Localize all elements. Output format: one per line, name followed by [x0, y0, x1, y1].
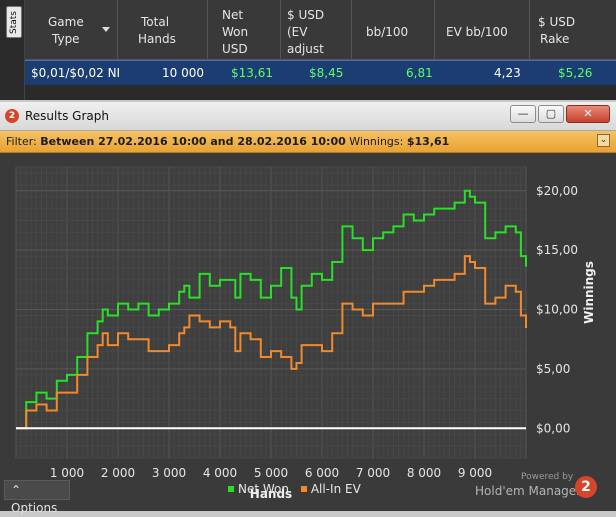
x-tick-label: 6 000: [305, 466, 339, 480]
stats-table: Game Type Total Hands Net Won USD $ USD …: [25, 0, 616, 100]
chart-legend: Net Won All-In EV: [228, 482, 361, 498]
close-button[interactable]: ✕: [566, 105, 610, 123]
stats-header-row: Game Type Total Hands Net Won USD $ USD …: [25, 0, 616, 60]
y-tick-label: $0,00: [536, 421, 570, 435]
stats-tab-label: Stats: [9, 10, 19, 34]
y-tick-label: $10,00: [536, 303, 578, 317]
options-label: Options: [11, 501, 58, 515]
y-axis-label: Winnings: [582, 261, 596, 324]
x-tick-label: 8 000: [407, 466, 441, 480]
stats-tab[interactable]: Stats: [6, 6, 22, 38]
header-net-won[interactable]: Net Won USD: [208, 0, 281, 59]
cell-ev-bb100: 4,23: [494, 66, 521, 80]
table-row[interactable]: $0,01/$0,02 NI 10 000 $13,61 $8,45 6,81 …: [25, 60, 616, 86]
restore-button[interactable]: ▢: [538, 105, 564, 123]
filter-bar[interactable]: Filter: Between 27.02.2016 10:00 and 28.…: [0, 131, 616, 153]
legend-net-won: Net Won: [228, 482, 293, 496]
table-empty-area: [25, 85, 616, 100]
header-ev-line1: $ USD: [287, 8, 325, 22]
chevron-up-icon: ⌃: [11, 483, 22, 497]
chevron-down-icon[interactable]: [102, 27, 110, 32]
x-tick-label: 1 000: [50, 466, 84, 480]
legend-all-in-ev-swatch: [300, 486, 307, 492]
collapse-filter-icon[interactable]: ⌄: [597, 134, 610, 147]
header-game-type[interactable]: Game Type: [25, 0, 118, 59]
legend-all-in-ev: All-In EV: [300, 482, 361, 496]
legend-all-in-ev-label: All-In EV: [310, 482, 361, 496]
header-total-hands-line2: Hands: [138, 32, 176, 46]
y-tick-label: $20,00: [536, 184, 578, 198]
powered-by-label: Powered by: [521, 472, 574, 482]
window-titlebar[interactable]: 2 Results Graph — ▢ ✕: [0, 102, 616, 131]
header-rake[interactable]: $ USD Rake: [530, 0, 616, 59]
brand-name: Hold'em Manager: [475, 484, 582, 498]
header-ev[interactable]: $ USD (EV adjust: [281, 0, 352, 59]
x-tick-label: 9 000: [458, 466, 492, 480]
legend-net-won-label: Net Won: [238, 482, 289, 496]
header-ev-line3: adjust: [287, 42, 324, 56]
cell-total-hands: 10 000: [162, 66, 204, 80]
header-total-hands-line1: Total: [141, 15, 170, 29]
series-line-all-in-ev: [16, 255, 527, 430]
header-ev-line2: (EV: [287, 25, 308, 39]
x-axis-label: Hands: [250, 487, 292, 501]
header-ev-bb100-label: EV bb/100: [446, 25, 508, 39]
header-ev-bb100[interactable]: EV bb/100: [435, 0, 530, 59]
header-rake-line2: Rake: [540, 32, 570, 46]
app-logo-icon: 2: [5, 109, 19, 123]
header-bb100[interactable]: bb/100: [352, 0, 435, 59]
cell-bb100: 6,81: [406, 66, 433, 80]
legend-net-won-swatch: [228, 486, 234, 492]
y-tick-label: $5,00: [536, 362, 570, 376]
series-line-net-won: [16, 189, 527, 430]
filter-summary: Filter: Between 27.02.2016 10:00 and 28.…: [6, 135, 449, 148]
x-tick-label: 4 000: [203, 466, 237, 480]
x-tick-label: 2 000: [101, 466, 135, 480]
x-tick-label: 7 000: [356, 466, 390, 480]
header-game-type-line2: Type: [52, 32, 80, 46]
results-graph-window: 2 Results Graph — ▢ ✕ Filter: Between 27…: [0, 102, 616, 515]
cell-rake: $5,26: [558, 66, 593, 80]
header-rake-line1: $ USD: [538, 15, 576, 29]
filter-range: Between 27.02.2016 10:00 and 28.02.2016 …: [40, 135, 346, 148]
y-tick-label: $15,00: [536, 243, 578, 257]
window-title: Results Graph: [25, 109, 109, 123]
brand-logo-icon: 2: [575, 476, 597, 498]
cell-net-won: $13,61: [231, 66, 273, 80]
minimize-button[interactable]: —: [510, 105, 536, 123]
filter-label: Filter:: [6, 135, 37, 148]
cell-game-type: $0,01/$0,02 NI: [31, 66, 121, 80]
header-net-won-line1: Net: [222, 8, 244, 22]
x-tick-label: 3 000: [152, 466, 186, 480]
header-net-won-line3: USD: [222, 42, 248, 56]
header-net-won-line2: Won: [222, 25, 249, 39]
filter-winnings-label: Winnings:: [349, 135, 404, 148]
header-total-hands[interactable]: Total Hands: [118, 0, 208, 59]
header-bb100-label: bb/100: [366, 25, 409, 39]
results-chart: 1 000 2 000 3 000 4 000 5 000 6 000 7 000 8 000…: [15, 166, 596, 501]
filter-winnings-value: $13,61: [406, 135, 450, 148]
header-game-type-line1: Game: [48, 15, 84, 29]
graph-area: 1 000 2 000 3 000 4 000 5 000 6 000 7 000 8 000…: [0, 153, 616, 511]
x-tick-label: 5 000: [254, 466, 288, 480]
options-button[interactable]: ⌃ Options: [4, 480, 70, 515]
stats-sidebar: Stats: [0, 0, 25, 100]
cell-ev: $8,45: [309, 66, 344, 80]
